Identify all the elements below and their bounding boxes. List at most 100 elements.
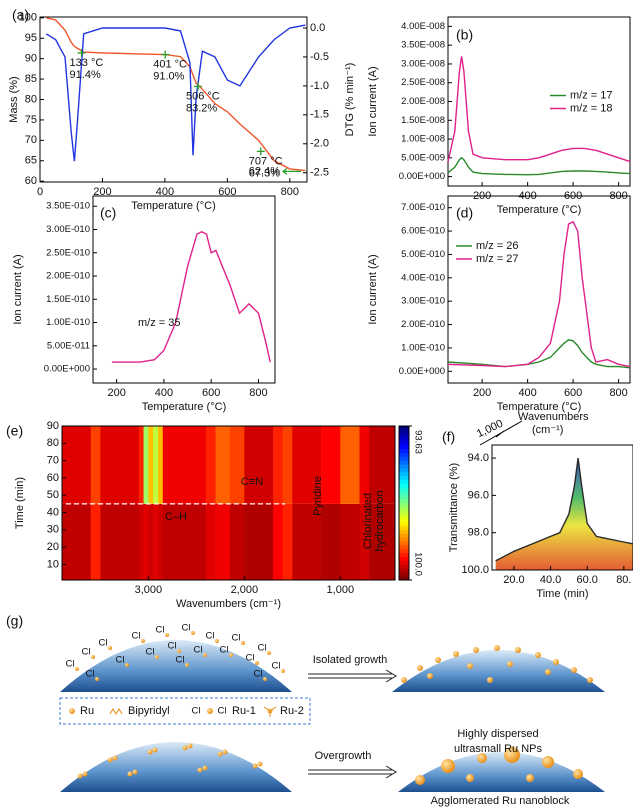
data-line xyxy=(447,339,631,369)
colorbar-step xyxy=(399,487,409,492)
cl-label: Cl xyxy=(232,633,241,644)
ru-particle xyxy=(542,756,554,768)
heatmap-cell xyxy=(282,426,293,504)
x-tick-label: 2,000 xyxy=(231,584,259,596)
plot-frame xyxy=(447,195,631,384)
annotation-y-label: 83.2% xyxy=(186,102,217,114)
ru-particle xyxy=(69,708,75,714)
cl-label: Cl xyxy=(258,643,267,654)
colorbar-step xyxy=(399,464,409,469)
ru-particle xyxy=(535,652,541,658)
heatmap-cell xyxy=(282,503,293,580)
y-tick-label: 96.0 xyxy=(468,489,489,501)
y-tick-label: 20 xyxy=(47,541,59,553)
y2-tick-label: -2.0 xyxy=(310,138,329,150)
panel-label: (b) xyxy=(456,27,473,43)
bipyridyl-icon xyxy=(109,708,123,715)
data-line xyxy=(495,458,633,562)
ru-particle xyxy=(417,665,423,671)
colorbar-step xyxy=(399,452,409,458)
data-line xyxy=(111,231,271,363)
cl-label: Cl xyxy=(86,669,95,680)
y-tick-label: 95 xyxy=(25,32,37,44)
depth-tick-label: 1,000 xyxy=(475,418,505,441)
x-axis-label: Wavenumbers (cm⁻¹) xyxy=(176,598,281,610)
colorbar-step xyxy=(399,506,409,512)
ru-particle xyxy=(229,653,233,657)
heatmap-cell xyxy=(359,503,370,580)
cl-label: Cl xyxy=(156,625,165,636)
colorbar-step xyxy=(399,533,409,539)
y-tick-label: 5.00E-011 xyxy=(47,340,90,351)
heatmap-cell xyxy=(138,426,144,504)
heatmap-cell xyxy=(340,426,360,504)
y-tick-label: 1.50E-010 xyxy=(46,294,90,305)
y-tick-label: 30 xyxy=(47,524,59,536)
colorbar-step xyxy=(399,549,409,554)
colorbar-step xyxy=(399,503,409,508)
colorbar-step xyxy=(399,441,409,446)
ru-particle xyxy=(75,667,79,671)
heatmap-cell xyxy=(229,503,245,580)
ru-particle xyxy=(147,749,153,755)
x-tick-label: 20.0 xyxy=(503,574,524,586)
x-tick-label: 800 xyxy=(281,186,299,198)
ru-particle xyxy=(165,633,169,637)
ru-particle xyxy=(222,749,228,755)
y-axis-label: Ion current (A) xyxy=(12,254,24,324)
heatmap-cell xyxy=(90,426,101,504)
y2-tick-label: -1.5 xyxy=(310,109,329,121)
ru-particle xyxy=(108,646,112,650)
ru-particle xyxy=(526,774,534,782)
colorbar-frame xyxy=(398,425,410,581)
depth-axis-label: Wavenumbers xyxy=(518,411,589,423)
y-tick-label: 4.00E-010 xyxy=(401,272,445,283)
ru-particle xyxy=(202,765,208,771)
heatmap-cell xyxy=(62,426,92,504)
depth-axis-label: (cm⁻¹) xyxy=(532,424,563,436)
cl-label: Cl xyxy=(99,638,108,649)
colorbar-step xyxy=(399,499,409,504)
heatmap-cell xyxy=(162,426,207,504)
annotation-arrow xyxy=(282,167,301,175)
y-tick-label: 2.00E-010 xyxy=(401,319,445,330)
ru-particle xyxy=(152,747,158,753)
y-tick-label: 2.50E-010 xyxy=(46,247,90,258)
annotation-x-label: 506 °C xyxy=(186,90,220,102)
y-tick-label: 3.00E-008 xyxy=(401,58,445,69)
y-tick-label: 1.00E-010 xyxy=(46,317,90,328)
heatmap-cell xyxy=(153,426,159,504)
y-tick-label: 85 xyxy=(25,73,37,85)
data-line xyxy=(447,156,631,176)
annotation-marker xyxy=(161,50,170,59)
heatmap-cell xyxy=(157,503,164,580)
ru-particle xyxy=(252,763,258,769)
legend-label: Ru xyxy=(80,705,94,717)
colorbar-step xyxy=(399,568,409,573)
y-tick-label: 70 xyxy=(25,134,37,146)
y-tick-label: 2.50E-008 xyxy=(401,77,445,88)
ru-particle xyxy=(141,639,145,643)
ru-particle xyxy=(127,771,133,777)
x-axis-label: Temperature (°C) xyxy=(497,204,581,216)
heatmap-cell xyxy=(292,426,322,504)
y-tick-label: 1.00E-008 xyxy=(401,134,445,145)
y-tick-label: 2.00E-010 xyxy=(46,271,90,282)
y2-tick-label: -0.5 xyxy=(310,51,329,63)
legend-box xyxy=(59,697,311,725)
cl-label: Cl xyxy=(176,655,185,666)
plot-frame xyxy=(491,444,633,571)
band-annotation: Pyridine xyxy=(312,476,324,516)
colorbar-tick-label: 100.0 xyxy=(412,552,423,576)
heatmap-cell xyxy=(205,426,216,504)
y-axis-label: Time (min) xyxy=(14,477,26,529)
y-tick-label: 4.00E-008 xyxy=(401,21,445,32)
heatmap-cell xyxy=(148,503,154,580)
ru-particle xyxy=(453,651,459,657)
y-tick-label: 7.00E-010 xyxy=(401,202,445,213)
annotation-x-label: 401 °C xyxy=(153,58,187,70)
ru-particle xyxy=(241,641,245,645)
cl-label: Cl xyxy=(254,669,263,680)
colorbar-step xyxy=(399,510,409,516)
colorbar-step xyxy=(399,483,409,489)
